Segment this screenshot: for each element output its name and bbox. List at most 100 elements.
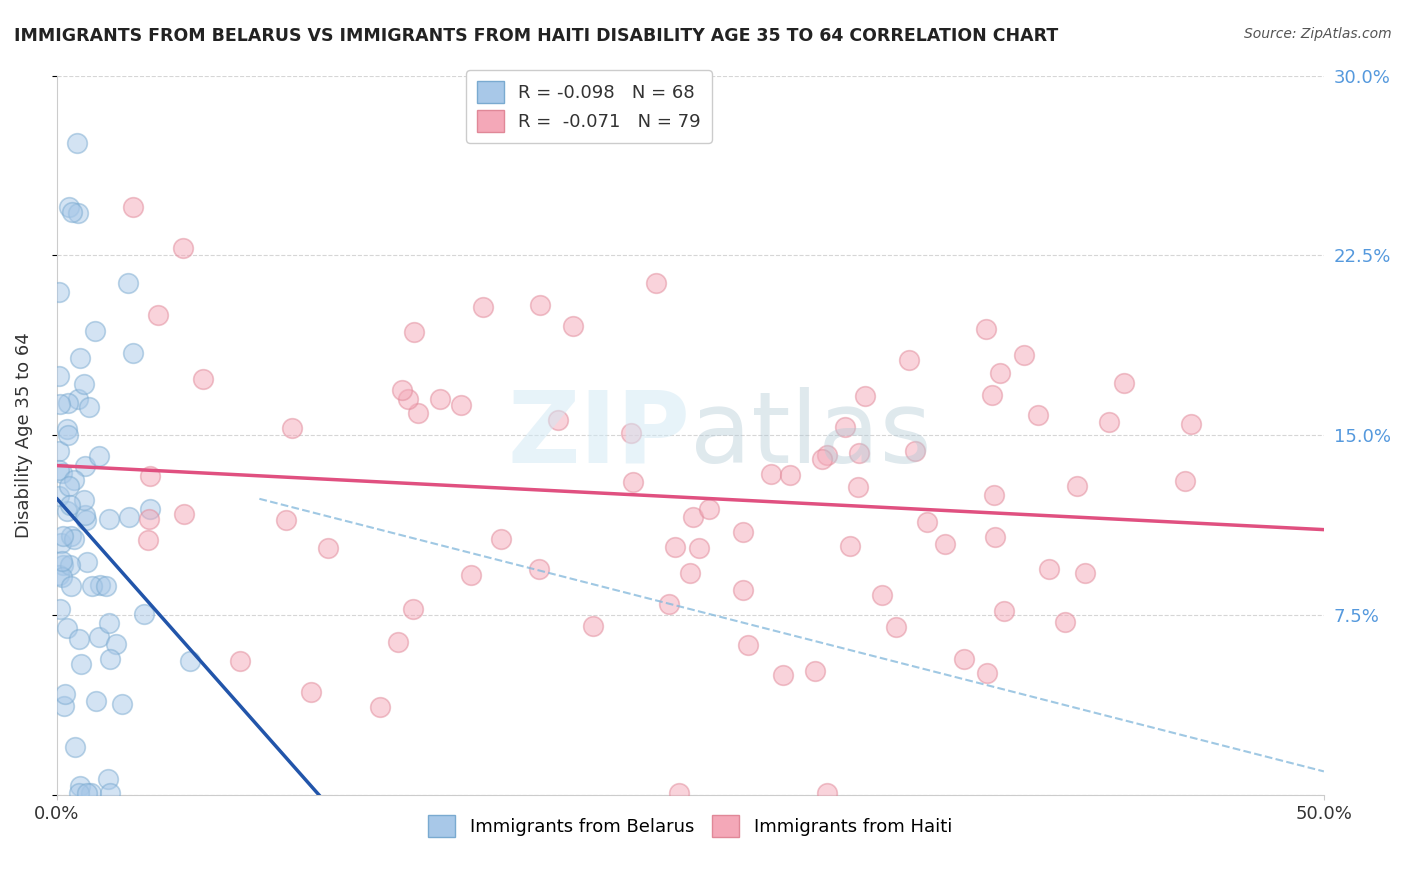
Point xyxy=(1180,417,1202,432)
Point xyxy=(63,532,86,546)
Point xyxy=(1053,615,1076,630)
Point xyxy=(121,346,143,360)
Point xyxy=(1098,416,1121,430)
Point xyxy=(733,524,755,539)
Point xyxy=(1174,474,1197,488)
Point xyxy=(49,396,72,410)
Point xyxy=(63,740,86,755)
Point xyxy=(48,489,70,503)
Point xyxy=(280,420,302,434)
Point xyxy=(69,351,91,365)
Point xyxy=(846,480,869,494)
Point xyxy=(48,602,70,616)
Point xyxy=(658,598,681,612)
Point xyxy=(884,620,907,634)
Point xyxy=(56,428,79,442)
Point xyxy=(547,413,569,427)
Point xyxy=(402,602,425,616)
Point xyxy=(80,579,103,593)
Point xyxy=(58,479,80,493)
Point xyxy=(834,420,856,434)
Point xyxy=(52,558,75,572)
Point xyxy=(848,446,870,460)
Point xyxy=(976,665,998,680)
Point xyxy=(460,567,482,582)
Point xyxy=(76,786,98,800)
Point xyxy=(668,786,690,800)
Point xyxy=(318,541,340,555)
Point xyxy=(51,536,73,550)
Point xyxy=(679,566,702,580)
Point xyxy=(138,469,160,483)
Point xyxy=(406,406,429,420)
Point xyxy=(904,443,927,458)
Point xyxy=(811,452,834,467)
Point xyxy=(60,579,83,593)
Point xyxy=(391,383,413,397)
Point xyxy=(1014,348,1036,362)
Point xyxy=(51,467,73,481)
Point xyxy=(761,467,783,481)
Point xyxy=(953,652,976,666)
Point xyxy=(582,619,605,633)
Point xyxy=(67,786,90,800)
Point xyxy=(59,558,82,573)
Point xyxy=(73,493,96,508)
Point xyxy=(644,277,666,291)
Point xyxy=(48,443,70,458)
Point xyxy=(173,507,195,521)
Point xyxy=(172,241,194,255)
Point xyxy=(56,422,79,436)
Legend: Immigrants from Belarus, Immigrants from Haiti: Immigrants from Belarus, Immigrants from… xyxy=(422,807,959,844)
Point xyxy=(1112,376,1135,390)
Point xyxy=(98,651,121,665)
Point xyxy=(73,508,96,522)
Point xyxy=(76,555,98,569)
Point xyxy=(97,616,120,631)
Point xyxy=(48,568,70,582)
Point xyxy=(97,512,120,526)
Point xyxy=(138,512,160,526)
Point xyxy=(368,700,391,714)
Point xyxy=(274,513,297,527)
Text: Source: ZipAtlas.com: Source: ZipAtlas.com xyxy=(1244,27,1392,41)
Point xyxy=(96,772,118,786)
Point xyxy=(229,654,252,668)
Point xyxy=(111,698,134,712)
Point xyxy=(980,387,1002,401)
Point xyxy=(772,668,794,682)
Point xyxy=(75,513,97,527)
Point xyxy=(48,462,70,476)
Point xyxy=(63,473,86,487)
Point xyxy=(993,604,1015,618)
Point xyxy=(48,285,70,300)
Text: ZIP: ZIP xyxy=(508,387,690,484)
Point xyxy=(51,570,73,584)
Point xyxy=(56,504,79,518)
Point xyxy=(1066,478,1088,492)
Point xyxy=(59,529,82,543)
Point xyxy=(697,502,720,516)
Point xyxy=(682,509,704,524)
Point xyxy=(898,353,921,368)
Point xyxy=(974,322,997,336)
Point xyxy=(838,540,860,554)
Point xyxy=(471,301,494,315)
Y-axis label: Disability Age 35 to 64: Disability Age 35 to 64 xyxy=(15,333,32,539)
Point xyxy=(779,467,801,482)
Point xyxy=(69,779,91,793)
Point xyxy=(983,488,1005,502)
Point xyxy=(69,657,91,671)
Point xyxy=(1074,566,1097,581)
Point xyxy=(56,621,79,635)
Point xyxy=(84,693,107,707)
Point xyxy=(1038,561,1060,575)
Point xyxy=(117,276,139,290)
Text: atlas: atlas xyxy=(690,387,932,484)
Point xyxy=(853,389,876,403)
Text: IMMIGRANTS FROM BELARUS VS IMMIGRANTS FROM HAITI DISABILITY AGE 35 TO 64 CORRELA: IMMIGRANTS FROM BELARUS VS IMMIGRANTS FR… xyxy=(14,27,1059,45)
Point xyxy=(529,298,551,312)
Point xyxy=(621,475,644,489)
Point xyxy=(118,509,141,524)
Point xyxy=(55,687,77,701)
